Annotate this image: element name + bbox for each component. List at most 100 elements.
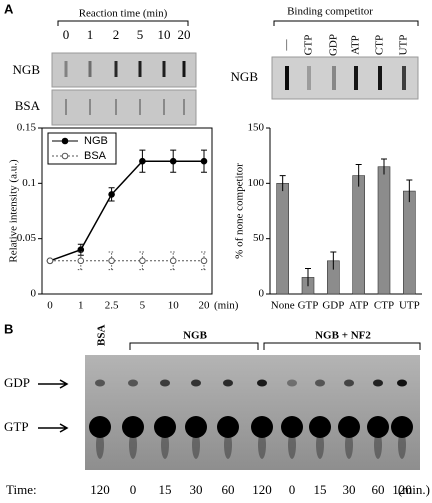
gdp-spot xyxy=(160,379,170,387)
point xyxy=(169,257,177,265)
y-tick-label: 100 xyxy=(248,177,265,189)
time-value: 30 xyxy=(343,482,356,497)
bar xyxy=(403,190,416,295)
gtp-spot xyxy=(251,416,273,438)
lane-label: 1 xyxy=(87,27,94,42)
x-tick-label: CTP xyxy=(374,300,394,312)
gtp-spot xyxy=(309,416,331,438)
blot-title: Reaction time (min) xyxy=(79,8,168,20)
time-value: 0 xyxy=(289,482,296,497)
gtp-smear xyxy=(345,431,353,459)
x-tick-label: 0 xyxy=(47,300,53,312)
arrow xyxy=(38,379,69,389)
error-bar xyxy=(330,251,337,270)
gdp-spot xyxy=(257,379,267,387)
point xyxy=(77,257,85,265)
time-value: 15 xyxy=(159,482,172,497)
blot-row-label: NGB xyxy=(231,69,259,84)
gtp-smear xyxy=(316,431,324,459)
band xyxy=(307,66,311,90)
point xyxy=(200,257,208,265)
y-tick-label: 50 xyxy=(253,232,265,244)
lane-label: 20 xyxy=(178,27,191,42)
time-value: 120 xyxy=(252,482,272,497)
gdp-spot xyxy=(315,379,325,387)
y-tick-label: 0 xyxy=(31,288,37,300)
y-tick-label: 0.05 xyxy=(17,232,37,244)
lane-label: 2 xyxy=(113,27,120,42)
blot-row-label: NGB xyxy=(13,62,41,77)
error-bar xyxy=(279,175,286,192)
gdp-spot xyxy=(191,379,201,387)
gtp-smear xyxy=(129,431,137,459)
point xyxy=(169,157,177,165)
y-axis-label: % of none competitor xyxy=(234,163,246,259)
blot xyxy=(51,89,197,126)
band xyxy=(139,99,141,115)
band xyxy=(354,66,358,90)
bracket xyxy=(273,20,419,26)
band xyxy=(285,66,289,90)
gtp-spot xyxy=(122,416,144,438)
gtp-smear xyxy=(258,431,266,459)
y-tick-label: 0.1 xyxy=(22,177,36,189)
y-tick-label: 0.15 xyxy=(17,122,37,134)
gdp-spot xyxy=(373,379,383,387)
group-label: NGB xyxy=(183,330,208,342)
blot xyxy=(51,52,197,88)
band xyxy=(162,61,166,77)
plot-frame xyxy=(41,127,213,295)
gdp-spot xyxy=(223,379,233,387)
band xyxy=(402,66,406,90)
gdp-spot xyxy=(344,379,354,387)
gtp-spot xyxy=(338,416,360,438)
time-value: 120 xyxy=(90,482,110,497)
error-bar xyxy=(170,251,177,271)
error-bar xyxy=(139,251,146,271)
bar xyxy=(377,166,391,295)
x-tick-label: 1 xyxy=(78,300,84,312)
gtp-spot xyxy=(217,416,239,438)
gtp-smear xyxy=(96,431,104,459)
band xyxy=(114,61,118,77)
point xyxy=(139,257,146,265)
bracket xyxy=(263,342,421,350)
x-tick-label: 5 xyxy=(140,300,146,312)
time-value: 60 xyxy=(222,482,235,497)
gtp-spot xyxy=(367,416,389,438)
lane-label: 0 xyxy=(63,27,70,42)
band xyxy=(183,99,185,115)
y-tick-label: 150 xyxy=(248,122,265,134)
legend-marker xyxy=(61,152,69,160)
x-tick-label: 20 xyxy=(199,300,211,312)
gel xyxy=(85,355,420,470)
point xyxy=(108,257,115,265)
gtp-spot xyxy=(185,416,207,438)
x-tick-label: None xyxy=(271,300,295,312)
x-unit: (min) xyxy=(214,300,239,312)
band xyxy=(89,99,91,115)
bar xyxy=(352,175,365,295)
band xyxy=(332,66,336,90)
point xyxy=(77,246,85,254)
point xyxy=(139,157,146,165)
band xyxy=(64,61,68,77)
point xyxy=(46,257,54,265)
error-bar xyxy=(406,179,413,203)
error-bar xyxy=(305,268,311,287)
gdp-spot xyxy=(95,379,105,387)
lane-label: BSA xyxy=(96,325,108,346)
gtp-spot xyxy=(391,416,413,438)
blot-title: Binding competitor xyxy=(287,6,373,18)
gtp-spot xyxy=(89,416,111,438)
lane-label: 5 xyxy=(137,27,144,42)
error-bar xyxy=(201,251,207,271)
lane-label: GTP xyxy=(303,35,315,56)
time-value: 15 xyxy=(314,482,327,497)
time-value: 120 xyxy=(392,482,412,497)
blot xyxy=(271,56,419,100)
group-label: NGB + NF2 xyxy=(315,330,371,342)
time-value: 0 xyxy=(130,482,137,497)
legend-label: NGB xyxy=(84,135,108,147)
